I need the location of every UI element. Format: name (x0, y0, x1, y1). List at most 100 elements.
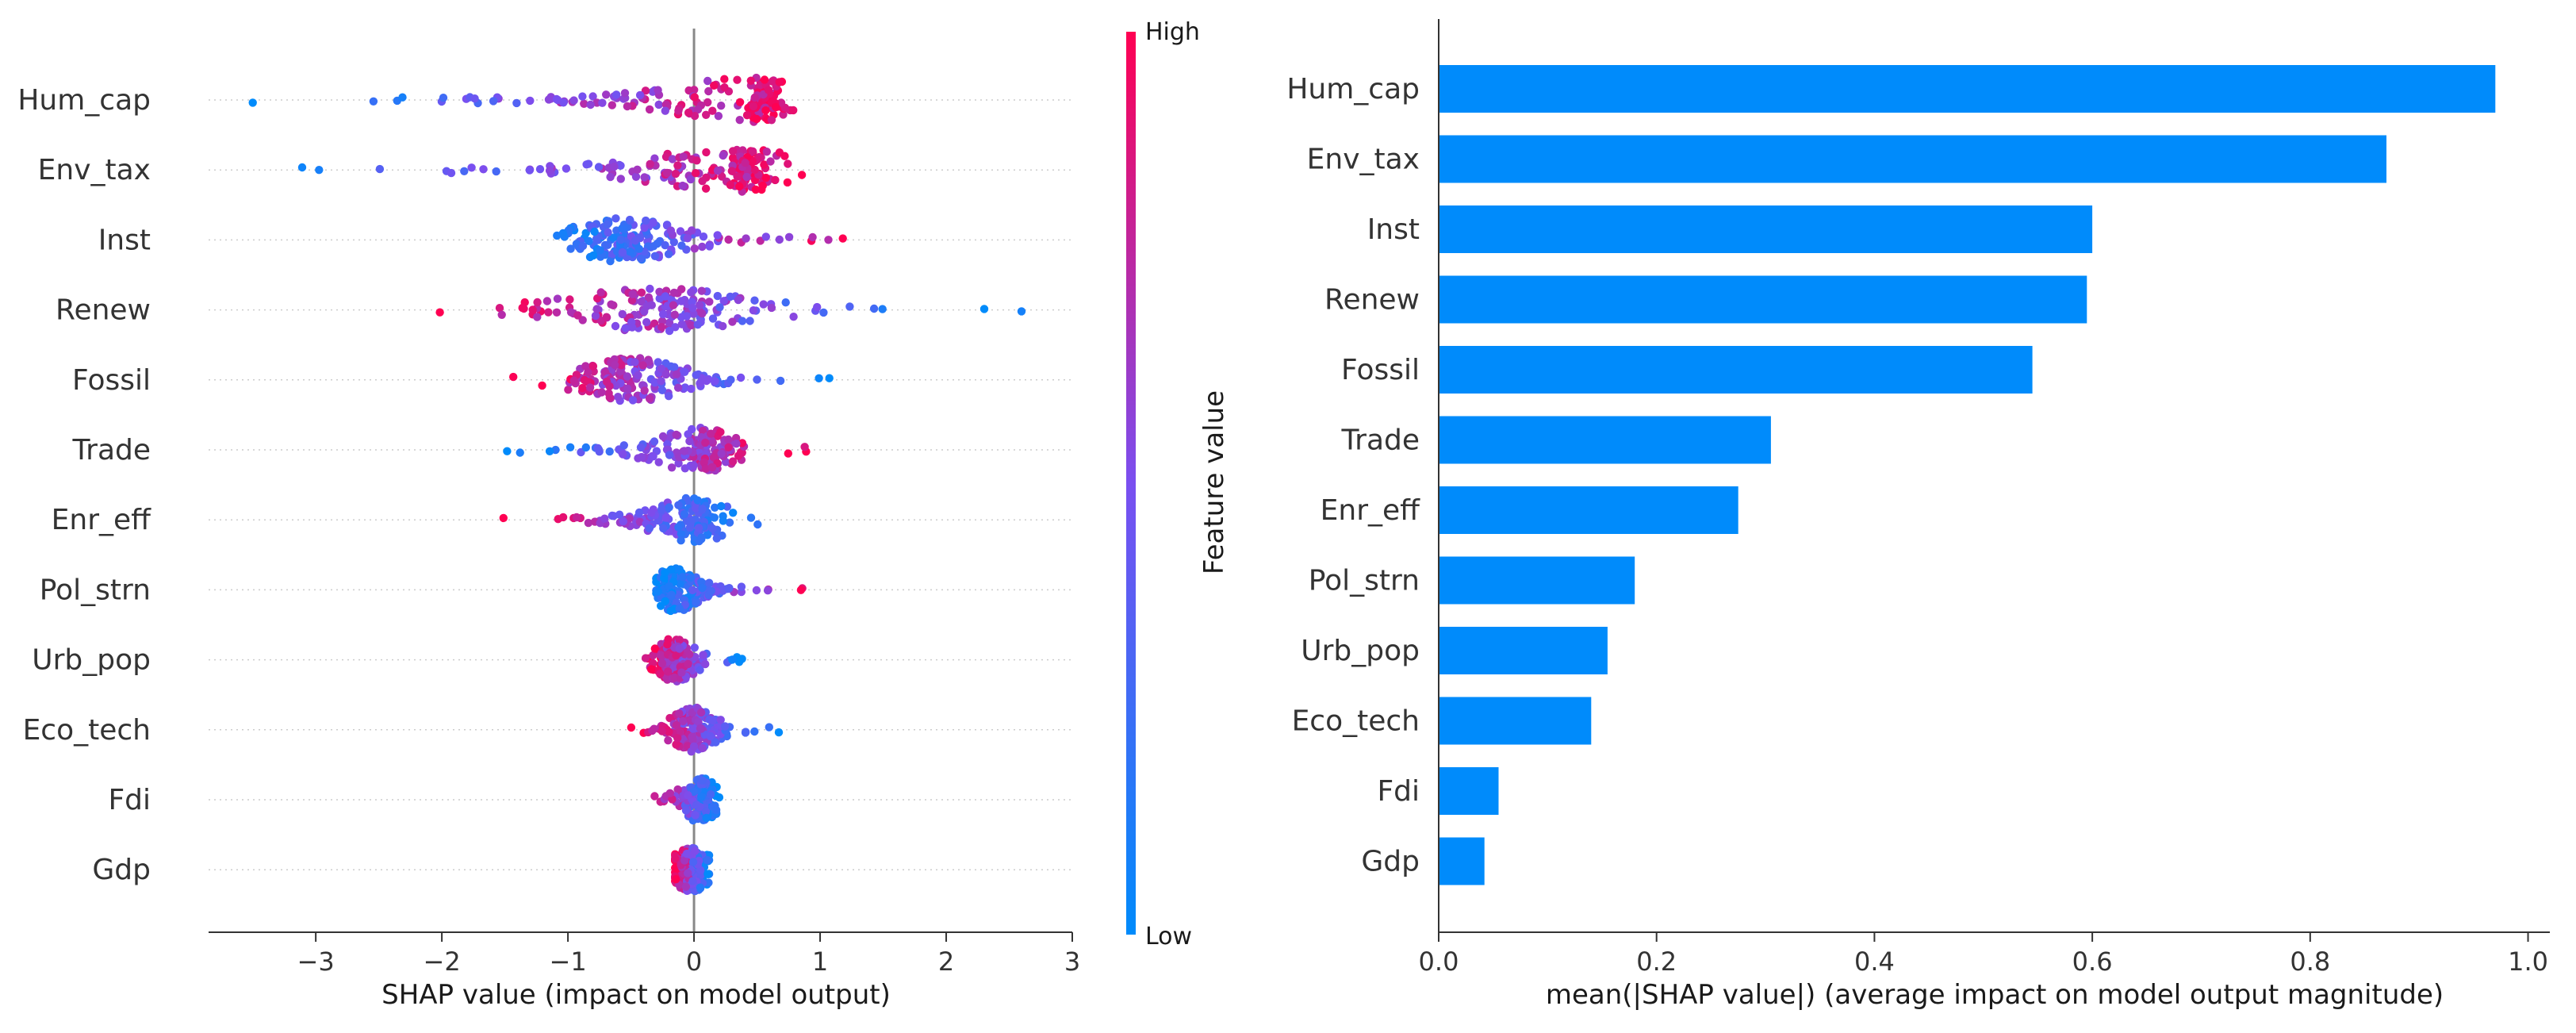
swarm-point (665, 789, 674, 797)
swarm-point (612, 90, 621, 99)
swarm-point (733, 172, 742, 181)
swarm-point (697, 286, 706, 295)
swarm-point (726, 292, 734, 301)
swarm-point (495, 304, 504, 313)
swarm-point (584, 367, 592, 377)
swarm-point (678, 181, 687, 190)
swarm-point (566, 308, 576, 317)
swarm-point (764, 86, 773, 94)
swarm-point (621, 324, 630, 332)
swarm-point (713, 291, 722, 301)
bar-rects (1439, 65, 2496, 885)
swarm-point (670, 310, 679, 319)
colorbar-low-label: Low (1145, 923, 1192, 950)
swarm-point (706, 790, 715, 799)
feature-label: Eco_tech (23, 714, 151, 747)
swarm-point (751, 185, 761, 194)
swarm-point (553, 294, 562, 303)
swarm-point (650, 644, 659, 653)
swarm-point (761, 106, 770, 115)
swarm-point (797, 171, 807, 179)
bar-category-label: Fdi (1377, 775, 1420, 808)
swarm-tick-label: −3 (297, 947, 335, 977)
swarm-point (678, 573, 687, 582)
swarm-point (717, 102, 726, 110)
swarm-feature-labels: Hum_cap Env_tax Inst Renew Fossil Trade Enr_ef… (17, 84, 151, 886)
swarm-point (761, 232, 770, 241)
swarm-point (672, 370, 681, 378)
swarm-point (750, 93, 759, 102)
swarm-point (562, 164, 571, 173)
swarm-point (690, 244, 699, 253)
swarm-point (784, 449, 792, 458)
swarm-point (701, 659, 710, 669)
swarm-point (655, 287, 664, 296)
swarm-point (585, 383, 595, 392)
swarm-point (688, 858, 698, 866)
swarm-point (720, 83, 729, 92)
swarm-point (640, 386, 649, 395)
swarm-point (768, 77, 776, 86)
feature-label: Inst (98, 224, 151, 256)
swarm-point (698, 776, 707, 785)
swarm-point (657, 386, 667, 394)
swarm-point (248, 98, 257, 107)
swarm-point (637, 452, 646, 462)
bar-tick-label: 0.0 (1419, 947, 1459, 977)
swarm-point (796, 586, 806, 594)
swarm-point (735, 116, 744, 125)
swarm-point (724, 235, 733, 244)
bar-category-label: Fossil (1341, 354, 1420, 386)
swarm-point (724, 435, 733, 444)
swarm-point (691, 811, 700, 820)
swarm-point (728, 317, 737, 326)
swarm-point (700, 458, 708, 467)
feature-label: Pol_strn (40, 574, 151, 606)
swarm-point (607, 300, 615, 309)
swarm-point (691, 847, 700, 855)
swarm-point (596, 288, 605, 297)
swarm-point (760, 75, 769, 84)
swarm-points (248, 73, 1026, 896)
swarm-point (497, 310, 506, 319)
swarm-point (671, 854, 680, 863)
colorbar-gradient (1126, 32, 1136, 935)
swarm-point (690, 93, 699, 102)
swarm-point (677, 241, 686, 250)
swarm-point (611, 381, 620, 390)
bar-fdi (1439, 767, 1499, 815)
swarm-point (628, 396, 638, 405)
swarm-point (748, 147, 757, 156)
swarm-point (627, 296, 637, 305)
swarm-point (640, 223, 649, 232)
swarm-point (742, 111, 752, 120)
swarm-point (619, 450, 627, 459)
swarm-point (674, 501, 683, 509)
swarm-point (573, 311, 582, 320)
swarm-point (669, 301, 678, 309)
swarm-point (654, 587, 662, 596)
swarm-point (732, 440, 741, 448)
swarm-point (661, 513, 670, 522)
swarm-point (677, 529, 686, 538)
bar-eco-tech (1439, 697, 1592, 745)
swarm-point (645, 105, 654, 114)
swarm-point (648, 726, 657, 735)
swarm-point (605, 382, 614, 390)
swarm-point (763, 586, 772, 595)
swarm-point (509, 372, 518, 382)
swarm-point (635, 90, 645, 100)
swarm-point (698, 177, 707, 186)
swarm-point (705, 578, 714, 587)
bar-category-label: Renew (1324, 284, 1420, 317)
swarm-point (619, 441, 628, 450)
swarm-point (669, 662, 678, 671)
swarm-point (673, 383, 683, 392)
swarm-point (672, 740, 680, 749)
swarm-point (824, 236, 833, 244)
swarm-point (714, 112, 723, 121)
swarm-point (658, 432, 668, 441)
swarm-point (657, 364, 666, 373)
swarm-point (586, 100, 595, 109)
